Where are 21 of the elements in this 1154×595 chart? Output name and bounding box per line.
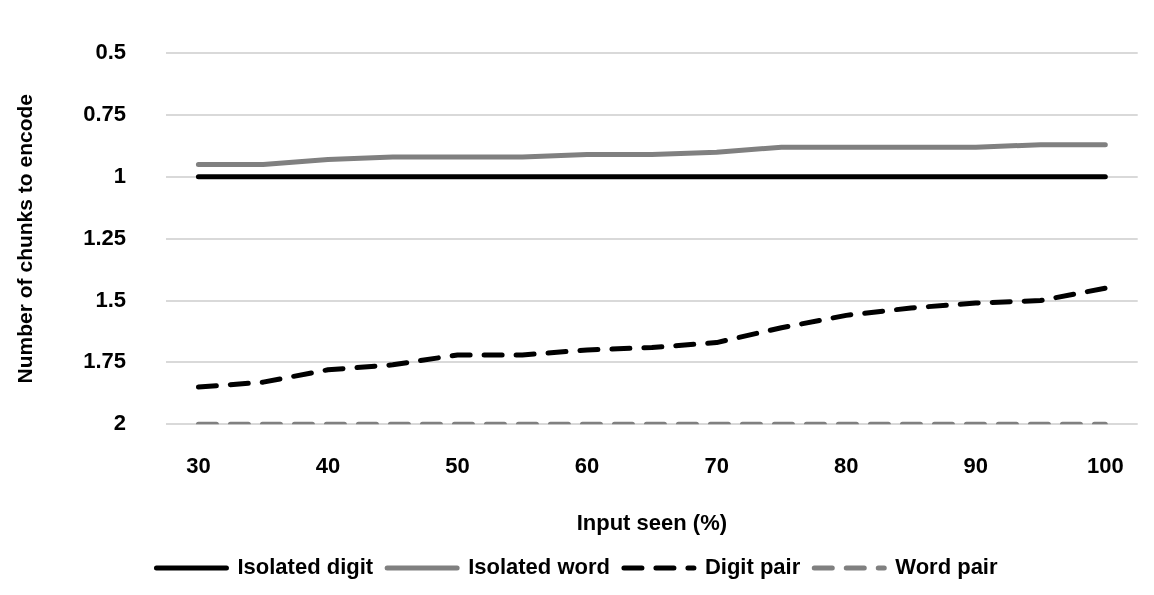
y-tick-label: 0.75 — [83, 101, 127, 127]
x-tick-label: 60 — [574, 453, 600, 479]
x-tick-label: 70 — [704, 453, 729, 479]
legend-label: Isolated digit — [237, 554, 374, 580]
y-tick-label: 0.5 — [95, 39, 127, 65]
legend-label: Digit pair — [704, 554, 801, 580]
legend-label: Word pair — [895, 554, 998, 580]
legend-label: Isolated word — [468, 554, 610, 580]
x-tick-label: 90 — [963, 453, 988, 479]
x-tick-label: 40 — [315, 453, 341, 479]
x-tick-label: 80 — [833, 453, 859, 479]
x-tick-label: 100 — [1086, 453, 1124, 479]
y-tick-label: 2 — [113, 410, 127, 436]
x-axis-title: Input seen (%) — [576, 509, 728, 535]
y-tick-label: 1.5 — [95, 286, 127, 312]
y-tick-label: 1.75 — [83, 348, 127, 374]
y-tick-label: 1 — [113, 162, 127, 188]
y-axis-title: Number of chunks to encode — [13, 94, 37, 384]
y-tick-label: 1.25 — [83, 224, 127, 250]
x-tick-label: 30 — [186, 453, 211, 479]
x-tick-label: 50 — [445, 453, 470, 479]
